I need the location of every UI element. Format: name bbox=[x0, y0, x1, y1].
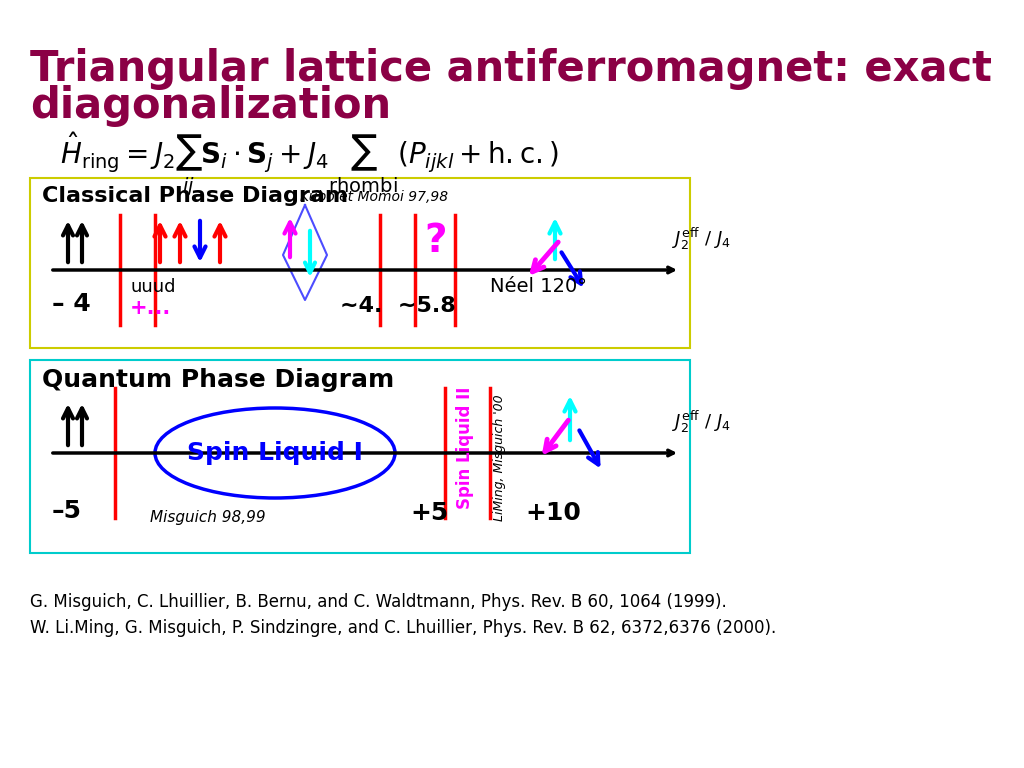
Text: ~4.  ~5.8: ~4. ~5.8 bbox=[340, 296, 456, 316]
Text: Spin Liquid II: Spin Liquid II bbox=[456, 387, 474, 509]
Text: uuud: uuud bbox=[130, 278, 175, 296]
Text: – 4: – 4 bbox=[52, 292, 91, 316]
Text: Spin Liquid I: Spin Liquid I bbox=[187, 441, 362, 465]
FancyBboxPatch shape bbox=[30, 178, 690, 348]
Text: –5: –5 bbox=[52, 499, 82, 523]
Text: $\hat{H}_{\rm ring} = J_2 \sum_{ij} \mathbf{S}_i \cdot \mathbf{S}_j+ J_4 \sum_{\: $\hat{H}_{\rm ring} = J_2 \sum_{ij} \mat… bbox=[60, 131, 559, 200]
Text: Misguich 98,99: Misguich 98,99 bbox=[150, 510, 265, 525]
Text: $J_2^{\rm eff}$ / $J_4$: $J_2^{\rm eff}$ / $J_4$ bbox=[672, 226, 731, 252]
Text: +...: +... bbox=[130, 298, 171, 318]
Text: Triangular lattice antiferromagnet: exact: Triangular lattice antiferromagnet: exac… bbox=[30, 48, 992, 90]
Text: Néel 120°: Néel 120° bbox=[490, 277, 587, 296]
Text: LiMing, Misguich '00: LiMing, Misguich '00 bbox=[494, 395, 507, 521]
Text: ?: ? bbox=[425, 222, 447, 260]
Text: G. Misguich, C. Lhuillier, B. Bernu, and C. Waldtmann, Phys. Rev. B 60, 1064 (19: G. Misguich, C. Lhuillier, B. Bernu, and… bbox=[30, 593, 776, 637]
Text: Quantum Phase Diagram: Quantum Phase Diagram bbox=[42, 368, 394, 392]
Text: +10: +10 bbox=[525, 501, 581, 525]
Text: Classical Phase Diagram: Classical Phase Diagram bbox=[42, 186, 348, 206]
Text: Kubo et Momoi 97,98: Kubo et Momoi 97,98 bbox=[300, 190, 449, 204]
FancyBboxPatch shape bbox=[30, 360, 690, 553]
Text: diagonalization: diagonalization bbox=[30, 85, 391, 127]
Text: +5: +5 bbox=[410, 501, 449, 525]
Text: $J_2^{\rm eff}$ / $J_4$: $J_2^{\rm eff}$ / $J_4$ bbox=[672, 409, 731, 435]
